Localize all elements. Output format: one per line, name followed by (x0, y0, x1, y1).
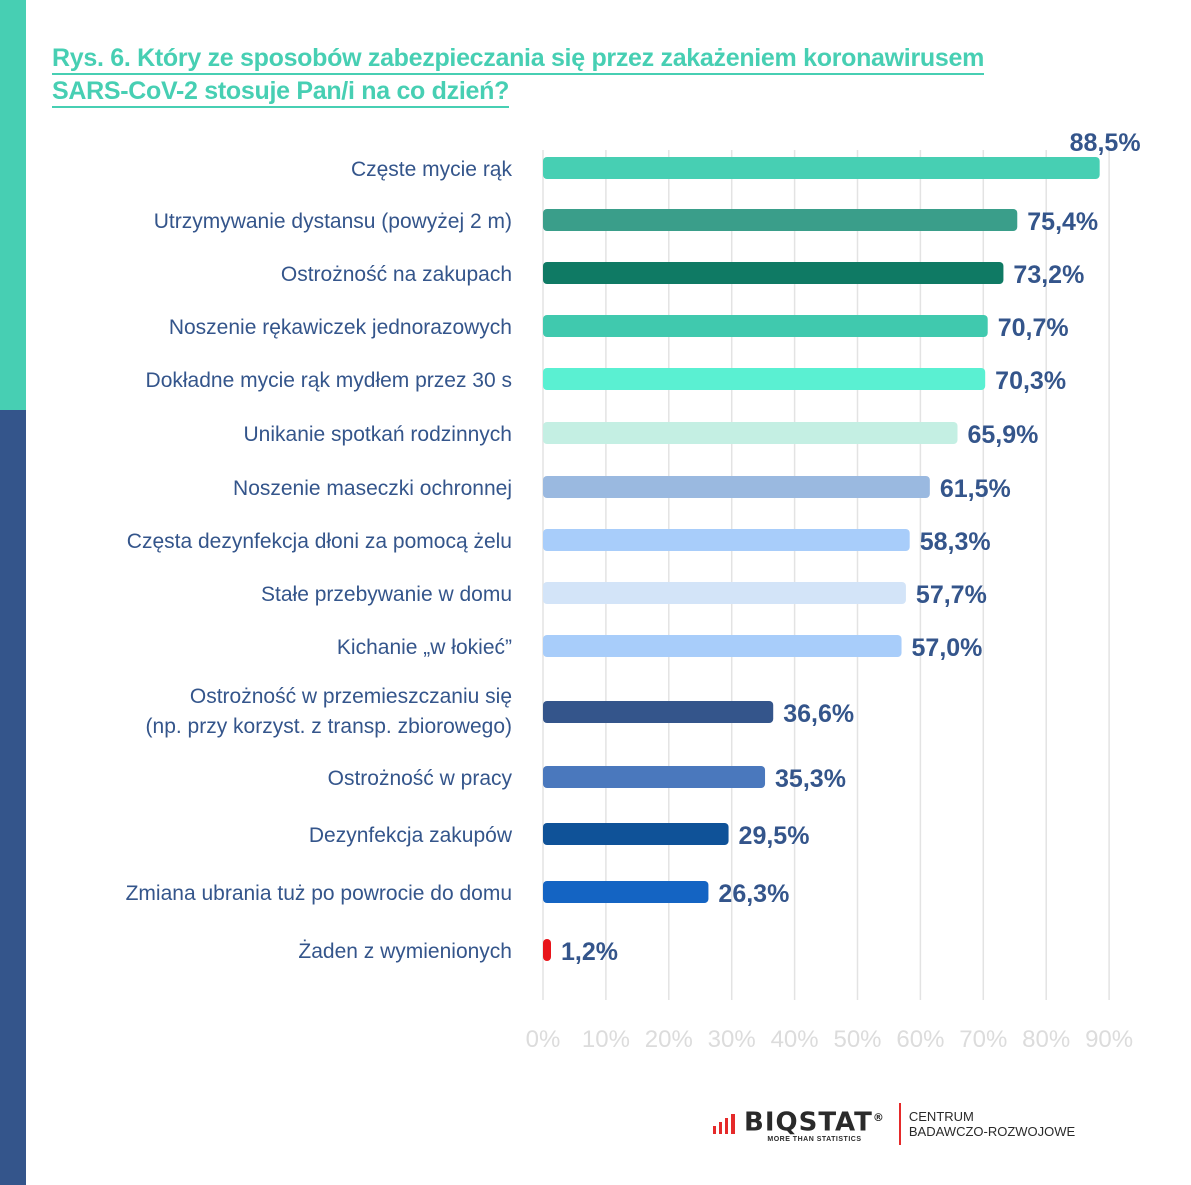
x-tick-label: 30% (708, 1026, 756, 1053)
value-label: 75,4% (1027, 208, 1098, 236)
value-label: 65,9% (968, 421, 1039, 449)
title-line-1: Rys. 6. Który ze sposobów zabezpieczania… (52, 44, 984, 75)
bar (543, 315, 988, 337)
value-label: 57,0% (912, 634, 983, 662)
accent-strip-top (0, 0, 26, 410)
category-label: Dezynfekcja zakupów (309, 824, 513, 847)
chart-title: Rys. 6. Który ze sposobów zabezpieczania… (52, 42, 984, 108)
x-tick-label: 70% (959, 1026, 1007, 1053)
value-label: 35,3% (775, 765, 846, 793)
category-label: Unikanie spotkań rodzinnych (244, 423, 513, 446)
value-label: 70,3% (995, 367, 1066, 395)
logo-line-2: BADAWCZO-ROZWOJOWE (908, 1124, 1076, 1139)
bar (543, 476, 930, 498)
bar (543, 422, 958, 444)
logo-tagline: MORE THAN STATISTICS (767, 1135, 862, 1143)
value-label: 57,7% (916, 581, 987, 609)
x-tick-label: 0% (526, 1026, 561, 1053)
logo-brand: BIQSTAT (744, 1107, 873, 1138)
title-line-2: SARS-CoV-2 stosuje Pan/i na co dzień? (52, 77, 509, 108)
x-tick-label: 80% (1022, 1026, 1070, 1053)
logo-line-1: CENTRUM (908, 1109, 974, 1124)
bar (543, 939, 551, 961)
bar (543, 368, 986, 390)
x-tick-label: 20% (645, 1026, 693, 1053)
category-label: Ostrożność na zakupach (281, 263, 512, 286)
value-label: 73,2% (1013, 261, 1084, 289)
bar (543, 262, 1004, 284)
category-label: Stałe przebywanie w domu (261, 583, 512, 606)
category-label: Kichanie „w łokieć” (337, 636, 512, 659)
bar (543, 635, 902, 657)
category-label: Częste mycie rąk (351, 158, 513, 181)
category-label: Zmiana ubrania tuż po powrocie do domu (126, 882, 512, 905)
bar (543, 582, 906, 604)
x-tick-label: 60% (896, 1026, 944, 1053)
value-label: 1,2% (561, 938, 618, 966)
value-label: 58,3% (920, 528, 991, 556)
x-tick-label: 90% (1085, 1026, 1133, 1053)
category-label: Noszenie rękawiczek jednorazowych (169, 316, 512, 339)
bar (543, 529, 910, 551)
x-tick-label: 10% (582, 1026, 630, 1053)
value-label: 29,5% (739, 822, 810, 850)
bar (543, 701, 774, 723)
value-label: 26,3% (718, 880, 789, 908)
category-label: Noszenie maseczki ochronnej (233, 477, 512, 500)
category-label: Dokładne mycie rąk mydłem przez 30 s (146, 369, 512, 392)
category-label: Utrzymywanie dystansu (powyżej 2 m) (154, 210, 512, 233)
bar (543, 881, 709, 903)
value-label: 36,6% (783, 700, 854, 728)
category-label: Ostrożność w przemieszczaniu się (190, 685, 512, 708)
logo-registered: ® (872, 1111, 885, 1125)
value-label: 70,7% (998, 314, 1069, 342)
accent-strip-bottom (0, 410, 26, 1185)
category-label: Ostrożność w pracy (328, 767, 513, 790)
bar (543, 209, 1018, 231)
biostat-logo: BIQSTAT® MORE THAN STATISTICS CENTRUM BA… (712, 1103, 1075, 1145)
bar (543, 823, 729, 845)
x-tick-label: 40% (771, 1026, 819, 1053)
category-label: Żaden z wymienionych (298, 940, 512, 963)
bar (543, 766, 766, 788)
category-label: (np. przy korzyst. z transp. zbiorowego) (146, 715, 512, 738)
category-label: Częsta dezynfekcja dłoni za pomocą żelu (127, 530, 512, 553)
value-label: 61,5% (940, 475, 1011, 503)
bar (543, 157, 1100, 179)
x-tick-label: 50% (833, 1026, 881, 1053)
bars-logo-icon (713, 1114, 735, 1134)
value-label: 88,5% (1070, 129, 1141, 157)
logo-divider (898, 1103, 901, 1145)
